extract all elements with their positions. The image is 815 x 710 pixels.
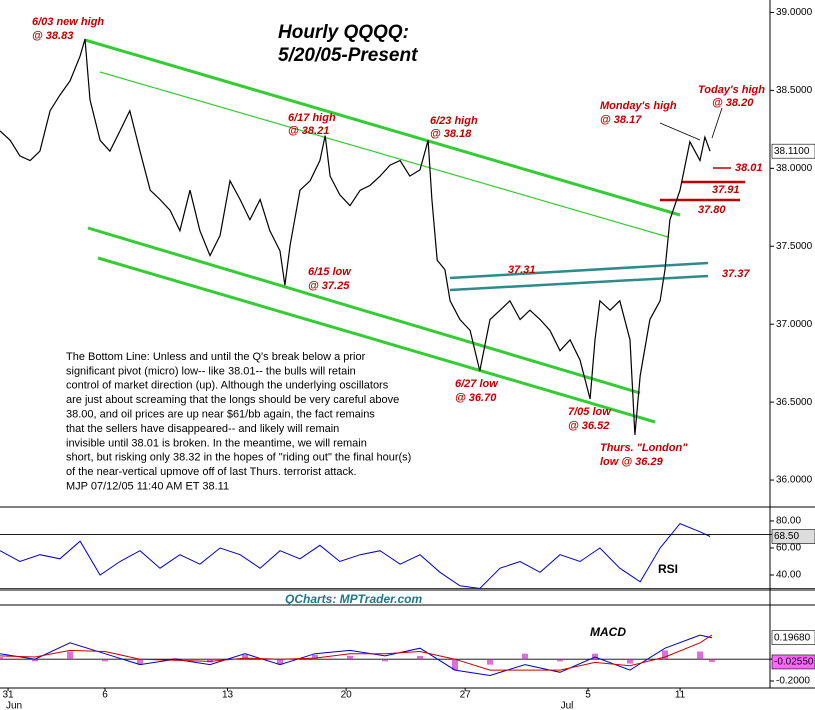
annotation: 6/15 low: [308, 266, 352, 278]
x-tick-label: 13: [222, 690, 234, 701]
annotation: @ 38.83: [32, 30, 73, 42]
frame: [0, 0, 815, 689]
y-tick-label: 80.00: [776, 516, 801, 527]
last-value-box: [771, 529, 815, 544]
annotation: 38.01: [735, 162, 763, 174]
histogram-bar: [67, 651, 73, 660]
annotation: 6/27 low: [455, 378, 499, 390]
histogram-bar: [487, 659, 493, 665]
y-tick-label: 38.5000: [776, 85, 813, 96]
annotation: @ 37.25: [308, 280, 350, 292]
note-line: of the near-vertical upmove off of last …: [66, 466, 357, 478]
annotation: 37.80: [698, 204, 726, 216]
note-line: significant pivot (micro) low-- like 38.…: [66, 365, 356, 377]
rsi-label: RSI: [658, 562, 678, 576]
x-tick-label: 27: [460, 690, 472, 701]
last-value-box: [771, 143, 815, 159]
annotation: @ 36.52: [568, 420, 609, 432]
annotation: @ 38.17: [600, 114, 642, 126]
note-line: The Bottom Line: Unless and until the Q'…: [66, 351, 366, 363]
note-line: that the sellers have disappeared-- and …: [66, 423, 339, 435]
histogram-bar: [277, 659, 283, 665]
y-tick-label: 36.5000: [776, 397, 813, 408]
histogram-bar: [0, 656, 3, 660]
annotation: 6/23 high: [430, 115, 478, 127]
annotation: Today's high: [698, 84, 765, 96]
annotation: @ 38.21: [288, 125, 329, 137]
note-line: control of market direction (up). Althou…: [66, 380, 389, 392]
last-value-label: -0.02550: [774, 657, 814, 668]
histogram-bar: [522, 653, 528, 660]
y-tick-label: 37.0000: [776, 319, 813, 330]
y-tick-label: 40.00: [776, 570, 801, 581]
annotation: 7/05 low: [568, 406, 612, 418]
histogram-bar: [32, 659, 38, 662]
histogram-bar: [312, 654, 318, 660]
histogram-bar: [452, 659, 458, 671]
note-line: 38.00, and oil prices are up near $61/bb…: [66, 409, 375, 421]
annotation: 37.91: [712, 184, 740, 196]
note-line: MJP 07/12/05 11:40 AM ET 38.11: [66, 481, 229, 493]
y-tick-label: 38.0000: [776, 163, 813, 174]
histogram-bar: [627, 659, 633, 664]
last-value-label: 38.1100: [774, 146, 810, 157]
last-value-box: [771, 630, 815, 645]
histogram-bar: [382, 659, 388, 662]
x-tick-label: 5: [585, 690, 591, 701]
y-tick-label: -0.2000: [776, 676, 810, 687]
histogram-bar: [172, 658, 178, 660]
histogram-bar: [557, 659, 563, 662]
annotation: @ 36.70: [455, 392, 497, 404]
y-tick-label: 60.00: [776, 543, 801, 554]
histogram-bar: [417, 655, 423, 660]
annotation: low @ 36.29: [600, 456, 664, 468]
note-line: are just about screaming that the longs …: [66, 394, 399, 406]
x-tick-label: 11: [675, 690, 686, 701]
histogram-bar: [137, 659, 143, 665]
annotation: Thurs. "London": [600, 442, 688, 454]
x-tick-label: 6: [102, 690, 108, 701]
histogram-bar: [347, 655, 353, 660]
chart-subtitle: 5/20/05-Present: [278, 45, 418, 66]
annotation: 6/03 new high: [32, 16, 104, 28]
histogram-bar: [592, 653, 598, 660]
series-line: [0, 522, 711, 590]
annotation: @ 38.20: [712, 97, 754, 109]
last-value-label: 0.19680: [774, 632, 811, 643]
annotation: @ 38.18: [430, 128, 472, 140]
chart-title: Hourly QQQQ:: [278, 22, 409, 43]
annotation: 6/17 high: [288, 112, 336, 124]
annotation: 37.37: [722, 268, 750, 280]
month-label: Jul: [561, 701, 574, 710]
histogram-bar: [662, 650, 668, 660]
y-tick-label: 37.5000: [776, 241, 813, 252]
last-value-box: [771, 654, 815, 670]
histogram-bar: [697, 651, 703, 660]
series-line: [0, 634, 713, 671]
y-tick-label: 39.0000: [776, 7, 813, 18]
x-tick-label: 20: [341, 690, 353, 701]
histogram-bar: [708, 659, 715, 662]
last-value-label: 68.50: [774, 531, 799, 542]
source: QCharts: MPTrader.com: [285, 592, 422, 606]
histogram-bar: [102, 659, 108, 662]
note-line: invisible until 38.01 is broken. In the …: [66, 437, 367, 449]
series-line: [0, 38, 711, 435]
month-label: Jun: [6, 701, 22, 710]
histogram-bar: [207, 659, 213, 663]
x-tick-label: 31: [2, 690, 14, 701]
y-tick-label: 36.0000: [776, 475, 813, 486]
macd-label: MACD: [590, 625, 626, 639]
histogram-bar: [242, 654, 248, 660]
note-line: short, but risking only 38.32 in the hop…: [66, 452, 411, 464]
annotation: 37.31: [508, 264, 536, 276]
annotation: Monday's high: [600, 100, 677, 112]
